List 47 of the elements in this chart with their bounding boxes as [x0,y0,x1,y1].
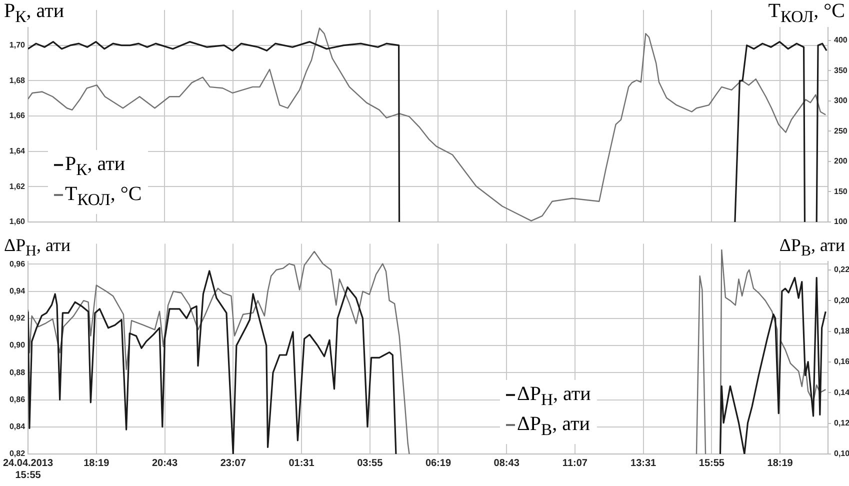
x-tick-label: 23:07 [220,458,246,469]
y-tick-label: 1,70 [9,40,26,50]
y2-tick-label: 400 [834,35,848,44]
y2-tick-label: 300 [834,96,848,106]
legend-label: ΔP$_{В}$, ати [517,413,590,439]
y2-tick-label: 0,12 [834,418,849,428]
y2-axis-title: T$_{КОЛ}$, °C [765,0,845,27]
y2-axis-title: ΔP$_{В}$, ати [776,235,845,261]
x-tick-label: 20:43 [152,458,178,469]
x-tick-label: 18:19 [767,458,794,469]
legend-label: T$_{КОЛ}$, °C [65,183,142,209]
x-tick-label: 18:19 [84,458,110,469]
x-tick-label: 24.04.2013 15:55 [2,458,54,481]
x-tick-label: 01:31 [288,458,315,469]
y2-tick-label: 0,10 [834,449,849,458]
x-tick-label: 06:19 [425,458,452,469]
y-tick-label: 0,90 [9,340,26,350]
y-tick-label: 0,94 [9,286,26,296]
legend-label: P$_{К}$, ати [65,153,126,179]
y-tick-label: 1,66 [9,111,26,120]
y2-tick-label: 350 [834,66,848,75]
y-tick-label: 0,82 [9,449,26,458]
y2-tick-label: 0,16 [834,357,849,366]
y2-tick-label: 150 [834,186,848,196]
y-tick-label: 0,92 [9,314,26,323]
y2-tick-label: 0,18 [834,326,849,336]
y-tick-label: 0,84 [9,422,26,432]
y-axis-title: P$_{К}$, ати [4,0,68,27]
y-tick-label: 0,88 [9,368,26,377]
y-tick-label: 0,96 [9,259,26,268]
x-tick-label: 03:55 [357,458,384,469]
y2-tick-label: 0,22 [834,265,849,274]
y2-tick-label: 200 [834,156,848,166]
x-tick-label: 08:43 [494,458,520,469]
y2-tick-label: 100 [834,217,848,226]
x-tick-label: 15:55 [698,458,725,469]
legend-label: ΔP$_{Н}$, ати [517,383,591,409]
x-tick-label: 11:07 [562,458,588,469]
y2-tick-label: 0,20 [834,296,849,305]
y-tick-label: 1,60 [9,217,26,226]
y-axis-title: ΔP$_{Н}$, ати [4,235,74,261]
y-tick-label: 1,62 [9,182,26,191]
y2-tick-label: 250 [834,126,848,136]
y-tick-label: 1,68 [9,76,26,85]
x-tick-label: 13:31 [630,458,657,469]
y-tick-label: 0,86 [9,394,26,404]
y-tick-label: 1,64 [9,146,26,156]
